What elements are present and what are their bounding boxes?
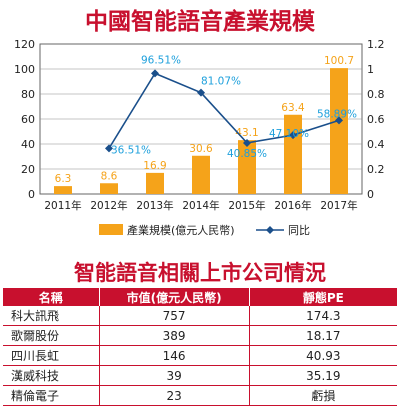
bar-data-label: 63.4 [281, 102, 305, 114]
cell-market-cap: 146 [99, 345, 250, 366]
chart-area: 0 20 40 60 80 100 120 0 0.2 0.4 0.6 0.8 1 1.2 2011年 201… [0, 34, 400, 254]
table-row: 漢威科技 39 35.19 [3, 365, 397, 386]
left-axis-tick-label: 120 [14, 38, 35, 51]
legend-bar-label: 產業規模(億元人民幣) [127, 223, 235, 237]
left-axis-tick-label: 60 [21, 113, 35, 126]
legend-line-label: 同比 [288, 224, 310, 237]
line-series [108, 72, 340, 149]
left-axis-tick-label: 100 [14, 63, 35, 76]
line-marker [243, 138, 251, 147]
table-row: 精倫電子 23 虧損 [3, 385, 397, 406]
line-marker [335, 116, 343, 125]
cell-market-cap: 39 [99, 365, 250, 386]
right-axis-tick-label: 1.2 [367, 38, 385, 51]
bar [330, 68, 348, 194]
bar [100, 183, 118, 194]
cell-market-cap: 757 [99, 306, 250, 326]
bar [238, 140, 256, 194]
x-tick-label: 2017年 [320, 199, 357, 212]
bar-data-label: 100.7 [324, 55, 354, 67]
header-pe: 靜態PE [249, 288, 397, 306]
table-row: 科大訊飛 757 174.3 [3, 306, 397, 326]
x-tick-label: 2012年 [90, 199, 127, 212]
x-tick-label: 2013年 [136, 199, 173, 212]
legend-bar-swatch [99, 224, 123, 235]
cell-market-cap: 389 [99, 325, 250, 346]
cell-pe: 40.93 [249, 345, 397, 366]
cell-company: 科大訊飛 [3, 306, 100, 326]
x-tick-label: 2015年 [228, 199, 265, 212]
line-data-label: 40.85% [227, 148, 267, 160]
bar [192, 155, 210, 194]
line-data-label: 81.07% [201, 76, 241, 88]
right-axis-tick-label: 0.4 [367, 138, 385, 151]
line-marker [289, 131, 297, 140]
chart-title: 中國智能語音產業規模 [85, 8, 315, 35]
table-row: 四川長虹 146 40.93 [3, 345, 397, 366]
line-data-label: 36.51% [111, 144, 151, 156]
header-name: 名稱 [3, 288, 100, 306]
table-header-row: 名稱 市值(億元人民幣) 靜態PE [3, 288, 397, 306]
table-row: 歌爾股份 389 18.17 [3, 325, 397, 346]
x-tick-label: 2014年 [182, 199, 219, 212]
line-marker [151, 69, 159, 78]
bar-data-label: 30.6 [189, 143, 213, 155]
line-marker [105, 144, 113, 153]
cell-pe: 174.3 [249, 306, 397, 326]
cell-company: 精倫電子 [3, 385, 100, 406]
x-tick-label: 2016年 [274, 199, 311, 212]
cell-pe: 35.19 [249, 365, 397, 386]
combo-chart: 0 20 40 60 80 100 120 0 0.2 0.4 0.6 0.8 1 1.2 2011年 201… [14, 38, 385, 237]
left-axis-tick-label: 0 [28, 188, 35, 201]
x-tick-label: 2011年 [44, 199, 81, 212]
company-table: 名稱 市值(億元人民幣) 靜態PE 科大訊飛 757 174.3 歌爾股份 38… [3, 288, 397, 406]
cell-company: 四川長虹 [3, 345, 100, 366]
right-axis-tick-label: 0.8 [367, 88, 385, 101]
right-axis-tick-label: 0.6 [367, 113, 385, 126]
line-marker [197, 88, 205, 97]
line-data-label: 58.89% [317, 108, 357, 120]
table-title: 智能語音相關上市公司情況 [74, 260, 326, 285]
bar [54, 186, 72, 194]
bar-data-label: 8.6 [101, 170, 118, 182]
cell-company: 漢威科技 [3, 365, 100, 386]
right-axis-tick-label: 0.2 [367, 163, 385, 176]
cell-pe: 虧損 [249, 385, 397, 406]
bar-data-label: 6.3 [55, 173, 72, 185]
cell-company: 歌爾股份 [3, 325, 100, 346]
left-axis-tick-label: 80 [21, 88, 35, 101]
left-axis-tick-label: 40 [21, 138, 35, 151]
cell-market-cap: 23 [99, 385, 250, 406]
legend-line-marker [266, 226, 274, 234]
line-data-label: 47.10% [269, 128, 309, 140]
bar [146, 172, 164, 194]
bar-data-label: 16.9 [143, 160, 166, 172]
left-axis-tick-label: 20 [21, 163, 35, 176]
right-axis-tick-label: 0 [367, 188, 374, 201]
header-market-cap: 市值(億元人民幣) [99, 288, 250, 306]
right-axis-tick-label: 1 [367, 63, 374, 76]
cell-pe: 18.17 [249, 325, 397, 346]
bar [284, 114, 302, 194]
line-data-label: 96.51% [141, 54, 181, 66]
